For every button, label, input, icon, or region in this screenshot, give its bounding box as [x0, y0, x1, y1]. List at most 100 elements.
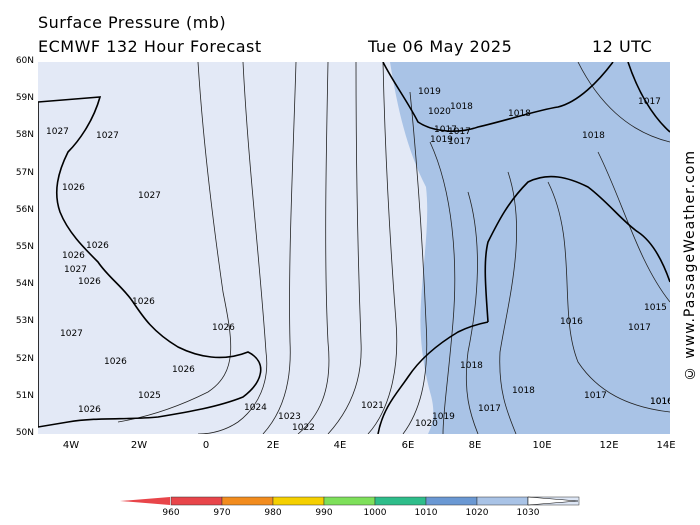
isobar-label: 1026	[132, 297, 155, 307]
isobar-label: 1025	[138, 391, 161, 401]
isobar-label: 1027	[60, 329, 83, 339]
isobar-label: 1017	[584, 391, 607, 401]
isobar-label: 1017	[448, 137, 471, 147]
isobar-label: 1017	[628, 323, 651, 333]
continental-coast	[377, 321, 489, 434]
isobar-label: 1019	[432, 412, 455, 422]
latitude-label: 50N	[15, 428, 34, 438]
longitude-label: 2W	[130, 440, 148, 451]
latitude-label: 51N	[15, 390, 34, 401]
latitude-label: 57N	[15, 167, 34, 178]
low-pressure-area	[390, 62, 670, 434]
isobar-label: 1027	[138, 191, 161, 201]
isobar-1017-north	[577, 62, 670, 143]
isobar-label: 1018	[450, 102, 473, 112]
map-title: Surface Pressure (mb)	[38, 13, 227, 32]
longitude-label: 2E	[266, 440, 280, 451]
isobar-label: 1024	[244, 403, 267, 413]
isobar-1024	[262, 62, 297, 434]
latitude-label: 59N	[15, 93, 34, 104]
isobar-1019	[429, 141, 456, 434]
isobar-label: 1017	[478, 404, 501, 414]
colorbar-label: 970	[213, 508, 231, 518]
isobar-label: 1026	[78, 405, 101, 415]
latitude-label: 58N	[15, 130, 34, 141]
isobar-1025	[197, 62, 268, 434]
colorbar-arrow-low	[120, 497, 170, 505]
colorbar-label: 1010	[414, 508, 438, 518]
isobar-label: 1021	[361, 401, 384, 411]
colorbar-label: 1030	[516, 508, 540, 518]
isobar-label: 1018	[582, 131, 605, 141]
isobar-label: 1020	[428, 107, 451, 117]
isobar-label: 1019	[418, 87, 441, 97]
colorbar-cell	[221, 496, 274, 506]
colorbar-label: 980	[264, 508, 282, 518]
isobar-label: 1022	[292, 423, 315, 433]
isobar-label: 1020	[415, 419, 438, 429]
latitude-label: 56N	[15, 204, 34, 215]
colorbar-label: 1020	[465, 508, 489, 518]
isobar-label: 1023	[278, 412, 301, 422]
isobar-label: 1016	[560, 317, 583, 327]
isobar-label: 1026	[62, 183, 85, 193]
colorbar-cell	[272, 496, 325, 506]
isobar-label: 1027	[46, 127, 69, 137]
isobar-label: 1015	[644, 303, 667, 313]
latitude-label: 60N	[15, 56, 34, 66]
isobar-1022	[327, 62, 362, 434]
isobar-1026	[117, 62, 232, 423]
colorbar-arrow-high	[527, 496, 579, 506]
isobar-label: 1019	[430, 135, 453, 145]
latitude-label: 55N	[15, 242, 34, 252]
colorbar-cell	[323, 496, 376, 506]
longitude-label: 4E	[333, 440, 347, 451]
longitude-label: 6E	[401, 440, 415, 451]
isobar-1023	[297, 62, 330, 434]
longitude-label: 12E	[599, 440, 619, 451]
longitude-label: 4W	[62, 440, 80, 451]
isobar-label: 1017	[448, 127, 471, 137]
isobar-label: 1027	[64, 265, 87, 275]
isobar-label: 1026	[62, 251, 85, 261]
isobar-1020	[402, 91, 428, 434]
colorbar-cell	[374, 496, 427, 506]
latitude-label: 53N	[15, 316, 34, 327]
coastlines	[38, 62, 670, 434]
colorbar-cell	[476, 496, 529, 506]
isobar-label: 1026	[86, 241, 109, 251]
isobar-1015	[597, 151, 670, 303]
great-britain-coast	[38, 96, 262, 428]
isobar-label: 1017	[434, 125, 457, 135]
isobar-label: 1017	[638, 97, 661, 107]
isobar-1017	[499, 171, 517, 434]
pressure-map: 1027 102710261027102610261027102610261027…	[38, 62, 670, 434]
longitude-label: 8E	[468, 440, 482, 451]
isobar-label: 1027	[96, 131, 119, 141]
isobar-label: 1018	[512, 386, 535, 396]
isobar-1021	[367, 62, 398, 434]
longitude-label: 0	[202, 440, 210, 451]
colorbar-cell	[425, 496, 478, 506]
isobar-label: 1016	[650, 397, 670, 407]
isobar-label: 1026	[172, 365, 195, 375]
latitude-label: 54N	[15, 279, 34, 290]
colorbar-label: 990	[315, 508, 333, 518]
forecast-model: ECMWF 132 Hour Forecast	[38, 37, 262, 56]
colorbar-cell	[170, 496, 223, 506]
isobar-1016	[547, 181, 670, 413]
forecast-time: 12 UTC	[592, 37, 653, 56]
isobar-label: 1026	[104, 357, 127, 367]
isobar-labels: 1027 102710261027102610261027102610261027…	[46, 87, 670, 433]
longitude-label: 14E	[656, 440, 676, 451]
longitude-label: 10E	[532, 440, 552, 451]
isobar-label: 1016	[650, 397, 670, 407]
isobar-label: 1026	[212, 323, 235, 333]
norway-coast	[382, 62, 614, 132]
isobar-label: 1018	[508, 109, 531, 119]
isobar-label: 1018	[460, 361, 483, 371]
latitude-label: 52N	[15, 353, 34, 364]
denmark-germany-coast	[484, 175, 670, 323]
isobars	[117, 62, 670, 434]
